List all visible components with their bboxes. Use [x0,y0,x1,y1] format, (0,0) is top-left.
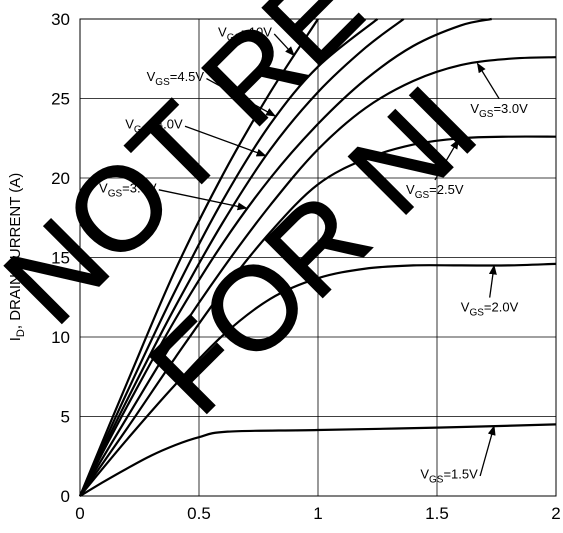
curve-label-arrow [273,33,295,57]
curve-label-arrow [434,138,459,181]
curve-annotation: VGS=2.0V [461,264,519,319]
curve-label: VGS=10V [218,24,272,43]
series-line-vgs-10v [78,18,319,497]
curve-labels: VGS=10V VGS=4.5V VGS=4.0V VGS=3.5V VGS=3.0V V… [99,24,528,485]
curve-label: VGS=1.5V [420,467,478,486]
y-tick-label: 25 [51,90,70,109]
y-tick-label: 30 [51,10,70,29]
curve-annotation: VGS=4.5V [147,69,277,117]
x-tick-label: 1 [313,504,322,523]
x-tick-label: 2 [551,504,560,523]
y-tick-label: 10 [51,328,70,347]
series-line-vgs-3-5v [79,17,492,497]
curve-annotation: VGS=2.5V [406,138,464,201]
curve-annotation: VGS=3.0V [470,62,528,120]
series-line-vgs-2-5v [79,135,557,497]
y-axis-ticks: 0 5 10 15 20 25 30 [51,10,70,506]
curve-label-arrow [158,189,248,211]
curve-label: VGS=2.5V [406,182,464,201]
y-tick-label: 0 [61,487,70,506]
x-tick-label: 1.5 [425,504,449,523]
y-tick-label: 5 [61,408,70,427]
curve-label-arrow [206,77,277,117]
curve-label: VGS=3.5V [99,180,157,199]
series-curves [78,17,557,497]
curve-label-arrow [476,62,500,100]
curve-label: VGS=3.0V [470,101,528,120]
grid [80,19,556,496]
y-axis-label: ID, DRAIN CURRENT (A) [7,173,27,342]
curve-label: VGS=4.5V [147,69,205,88]
curve-label-arrow [488,264,497,298]
series-line-vgs-4-5v [78,18,379,497]
y-tick-label: 20 [51,169,70,188]
curve-label: VGS=4.0V [125,117,183,136]
series-line-vgs-2-0v [79,262,557,497]
watermark: NOT RE FOR NI [0,0,502,439]
x-tick-label: 0 [75,504,84,523]
series-line-vgs-4-0v [79,18,405,497]
x-tick-label: 0.5 [187,504,211,523]
curve-annotation: VGS=4.0V [125,117,267,157]
curve-annotation: VGS=10V [218,24,295,57]
curve-label-arrow [479,425,496,477]
curve-annotation: VGS=3.5V [99,180,248,211]
y-tick-label: 15 [51,249,70,268]
series-line-vgs-3-0v [79,56,557,497]
curve-label-arrow [184,125,267,157]
curve-annotation: VGS=1.5V [420,425,496,486]
series-line-vgs-1-5v [79,423,557,497]
x-axis-ticks: 0 0.5 1 1.5 2 [75,504,560,523]
curve-label: VGS=2.0V [461,300,519,319]
